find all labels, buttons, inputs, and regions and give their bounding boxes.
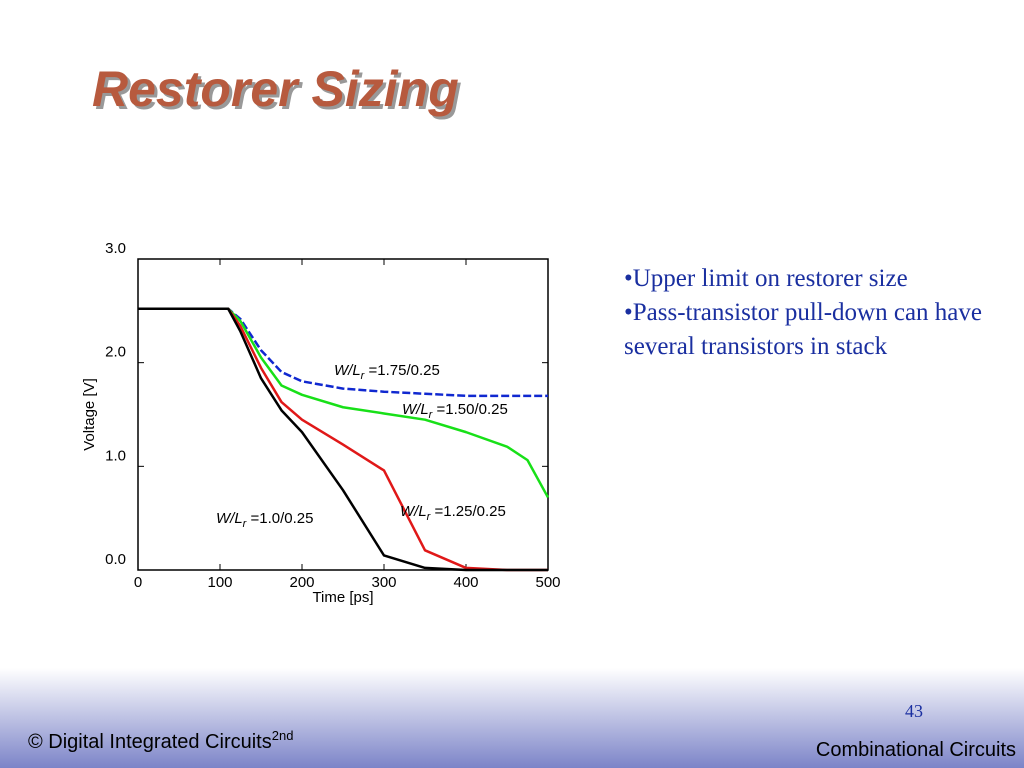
- title-shadow: Restorer Sizing: [95, 64, 462, 120]
- y-tick-label: 0.0: [105, 551, 126, 568]
- x-axis-label: Time [ps]: [312, 589, 373, 606]
- label-value: =1.0/0.25: [246, 510, 313, 527]
- slide-title: Restorer Sizing: [92, 61, 459, 117]
- x-tick-label: 400: [453, 574, 478, 591]
- bullets: •Upper limit on restorer size •Pass-tran…: [624, 262, 1019, 364]
- label-var: W/L: [400, 503, 427, 520]
- y-tick-label: 3.0: [105, 240, 126, 257]
- footer-left: © Digital Integrated Circuits2nd: [28, 728, 293, 753]
- series-label: W/Lr =1.75/0.25: [334, 362, 440, 382]
- label-value: =1.75/0.25: [364, 362, 439, 379]
- footer-right: Combinational Circuits: [816, 739, 1016, 761]
- x-tick-label: 500: [535, 574, 560, 591]
- y-tick-label: 2.0: [105, 344, 126, 361]
- plot-frame: [137, 258, 549, 571]
- x-tick-label: 0: [134, 574, 142, 591]
- bullet: •Pass-transistor pull-down can have seve…: [624, 299, 982, 360]
- label-value: =1.50/0.25: [432, 401, 507, 418]
- footer-band: [0, 668, 1024, 768]
- y-tick-label: 1.0: [105, 447, 126, 464]
- y-axis-label: Voltage [V]: [81, 378, 98, 451]
- series-label: W/Lr =1.0/0.25: [216, 510, 314, 530]
- bullet: •Upper limit on restorer size: [624, 265, 908, 292]
- page-number: 43: [905, 701, 923, 721]
- label-sub: r: [427, 511, 432, 523]
- label-sub: r: [361, 370, 366, 382]
- series-label: W/Lr =1.50/0.25: [402, 401, 508, 421]
- series-line: [138, 307, 548, 572]
- footer-sup: 2nd: [272, 728, 294, 743]
- footer-text: © Digital Integrated Circuits: [28, 731, 272, 753]
- x-tick-label: 100: [207, 574, 232, 591]
- label-var: W/L: [216, 510, 243, 527]
- series-label: W/Lr =1.25/0.25: [400, 503, 506, 523]
- chart: 0 100 200 300 400 500 0.0 1.0 2.0 3.0 Time [ps] Vol…: [81, 240, 561, 606]
- series-line: [138, 307, 548, 398]
- label-var: W/L: [334, 362, 361, 379]
- x-tick-label: 200: [289, 574, 314, 591]
- label-sub: r: [429, 409, 434, 421]
- label-value: =1.25/0.25: [430, 503, 505, 520]
- label-var: W/L: [402, 401, 429, 418]
- x-tick-label: 300: [371, 574, 396, 591]
- label-sub: r: [243, 518, 248, 530]
